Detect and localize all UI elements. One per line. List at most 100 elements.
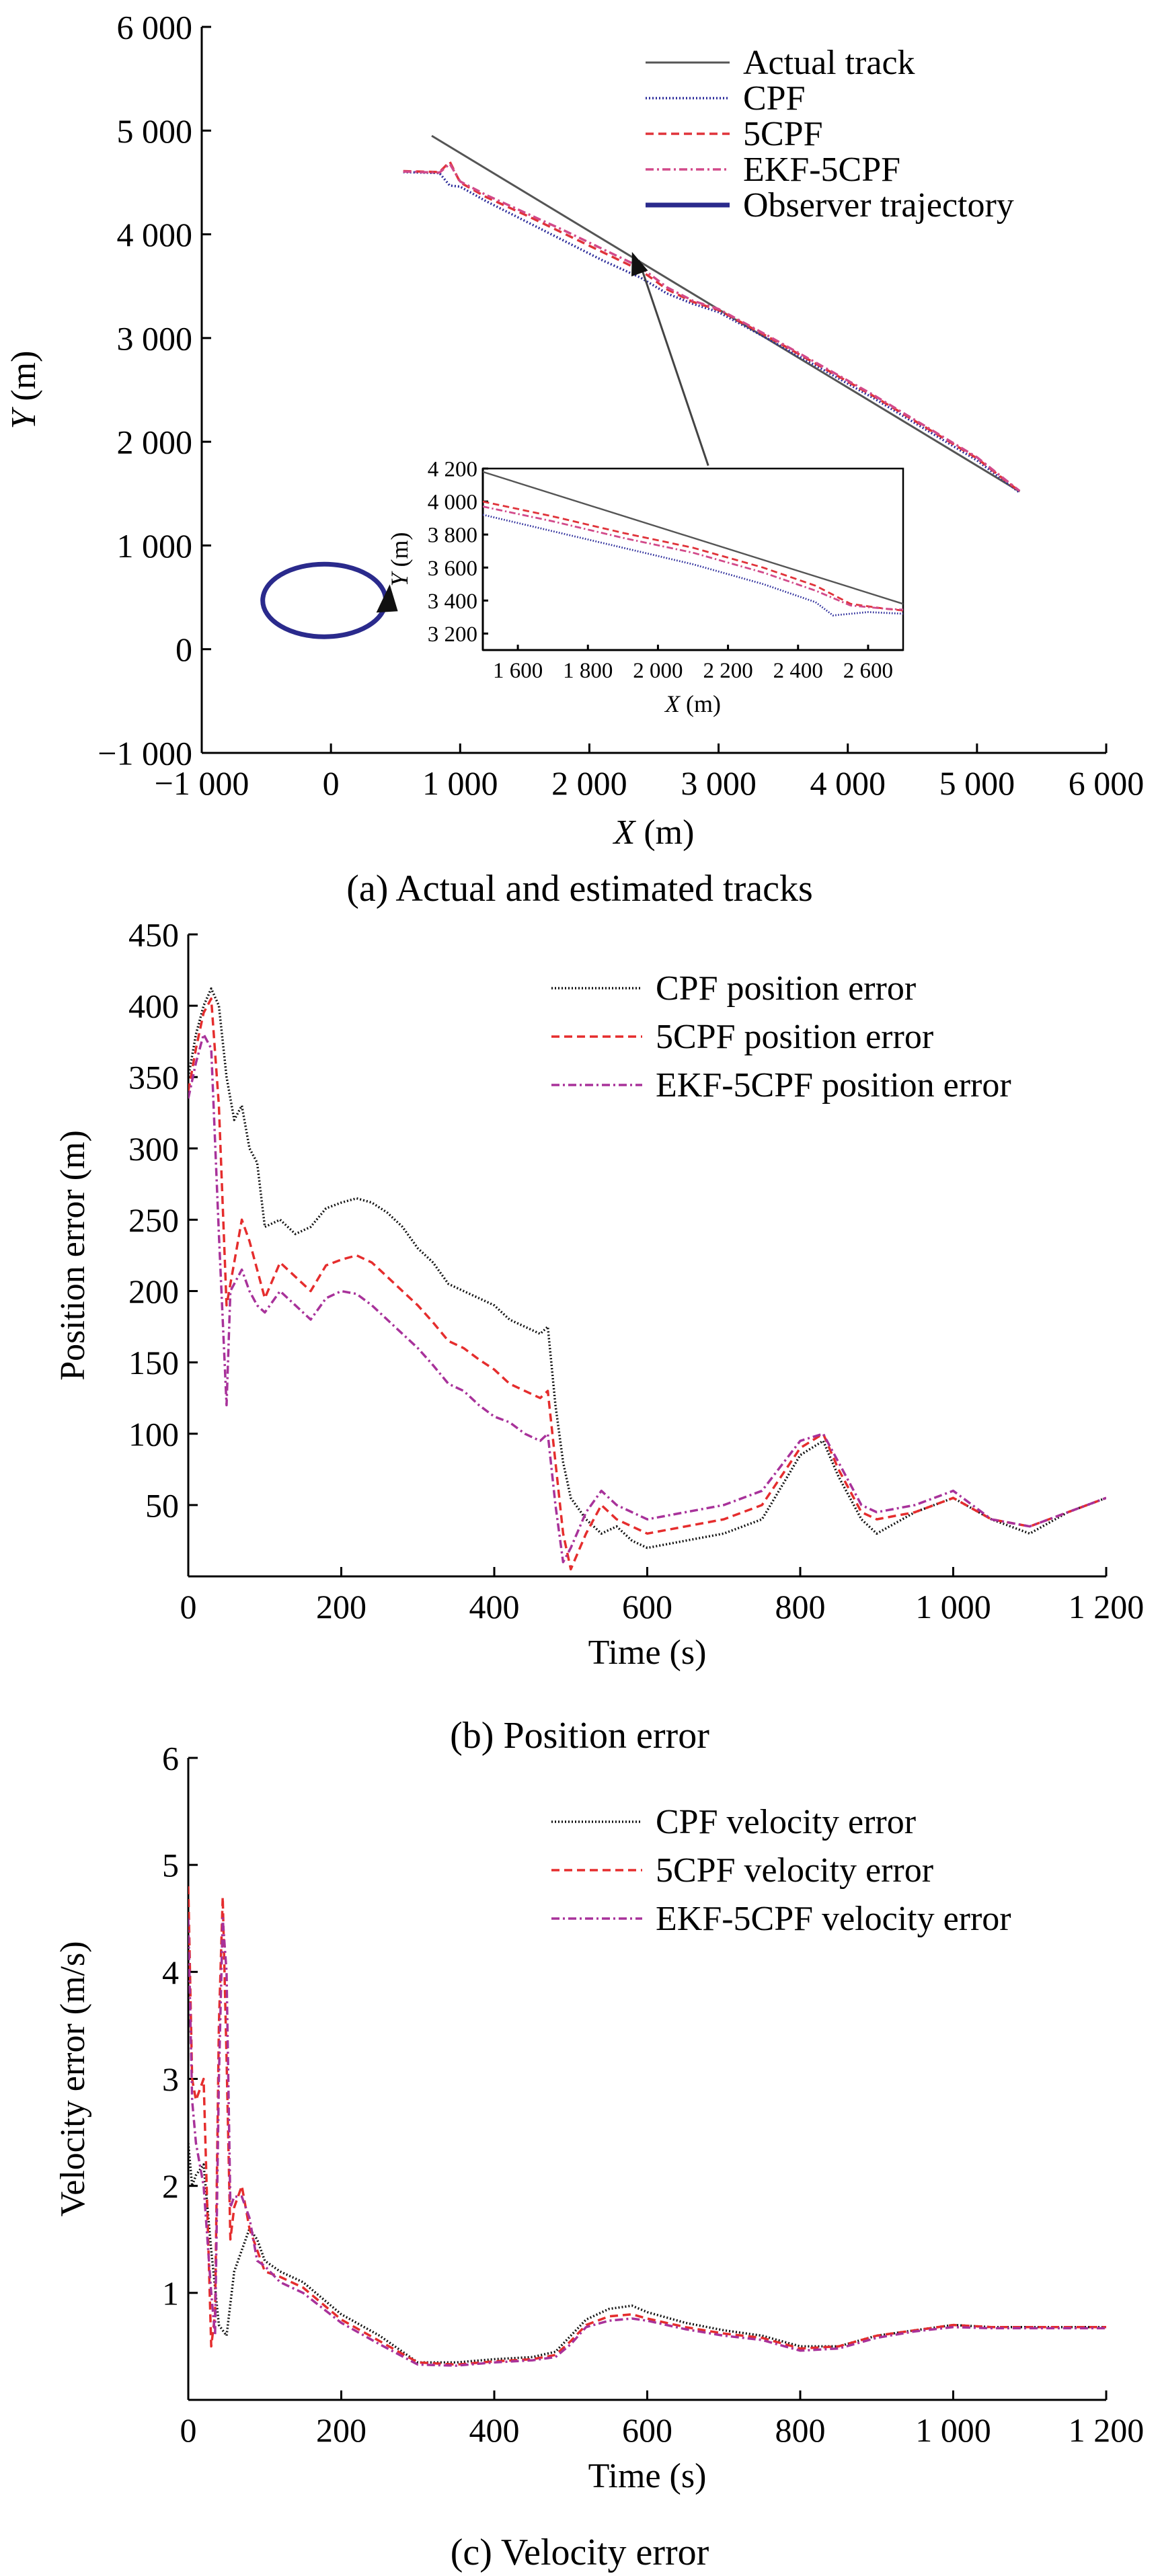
legend-label: EKF-5CPF [743,151,900,189]
y-tick-label: 1 [162,2274,179,2312]
x-axis-var: X [613,813,637,852]
series-line-ekf-5cpf-position-error [188,1033,1106,1564]
chart-panel-b: 0 200 400 600 800 1 000 1 200 50 100 150 200 250 300… [54,916,1144,1757]
y-tick-label: 150 [128,1344,179,1381]
y-tick-label: 100 [128,1415,179,1453]
y-tick-label: 6 000 [117,9,193,46]
y-tick-label: 4 200 [428,458,477,482]
y-tick-label: 4 000 [428,491,477,515]
y-axis-title: Y (m) [5,350,43,429]
legend-label: CPF velocity error [656,1803,916,1841]
x-tick-label: 6 000 [1069,764,1145,802]
x-tick-label: 2 000 [633,659,683,683]
x-tick-label: 2 400 [773,659,823,683]
series-line-5cpf-velocity-error [188,1886,1106,2366]
series-line-ekf-5cpf [483,506,903,611]
series-line-ekf-5cpf-velocity-error [188,1917,1106,2367]
inset-y-title: Y (m) [386,532,413,586]
x-tick-label: 200 [316,1588,366,1625]
y-axis-title: Velocity error (m/s) [54,1941,92,2216]
x-axis-title: Time (s) [588,2457,707,2495]
chart-panel-c: 0 200 400 600 800 1 000 1 200 1 2 3 4 5 6 Time (s) Vel… [54,1740,1144,2574]
x-tick-label: 0 [180,2411,197,2449]
y-tick-label: 50 [145,1486,179,1524]
series-line-ekf-5cpf [403,162,1021,492]
y-tick-label: 3 000 [117,319,193,357]
y-tick-label: 250 [128,1201,179,1239]
x-tick-label: 1 200 [1069,2411,1145,2449]
x-tick-label: 1 200 [1069,1588,1145,1625]
x-tick-label: 1 000 [915,2411,991,2449]
inset-chart: 1 600 1 800 2 000 2 200 2 400 2 600 3 200 3 400… [386,458,904,717]
legend-label: Actual track [743,44,915,82]
x-tick-label: 1 000 [422,764,498,802]
y-tick-label: 200 [128,1273,179,1310]
y-tick-label: −1 000 [98,735,192,772]
x-tick-label: 1 000 [915,1588,991,1625]
x-axis-title: X (m) [613,813,695,852]
legend-label: EKF-5CPF position error [656,1066,1011,1104]
y-tick-label: 3 600 [428,557,477,581]
x-tick-label: 3 000 [681,764,757,802]
y-axis-var: Y [5,407,43,430]
y-tick-label: 2 000 [117,424,193,461]
series-line-cpf-velocity-error [188,2142,1106,2364]
series-line-5cpf-position-error [188,997,1106,1571]
x-tick-label: 2 600 [843,659,893,683]
y-tick-label: 1 000 [117,527,193,565]
observer-trajectory-circle [260,561,389,639]
series-line-5cpf [483,500,903,612]
inset-y-var: Y [386,571,413,587]
x-tick-label: 400 [469,1588,520,1625]
x-tick-label: 1 800 [563,659,613,683]
x-tick-label: 800 [775,1588,826,1625]
legend-label: EKF-5CPF velocity error [656,1900,1011,1938]
x-axis-title: Time (s) [588,1634,707,1672]
inset-x-title: X (m) [664,690,721,717]
y-tick-label: 3 200 [428,622,477,647]
x-tick-label: 0 [180,1588,197,1625]
caption-c: (c) Velocity error [451,2532,709,2573]
x-tick-label: 800 [775,2411,826,2449]
y-tick-label: 350 [128,1059,179,1096]
chart-panel-a: −1 000 0 1 000 2 000 3 000 4 000 5 000 6 000 −1 … [5,9,1144,910]
y-tick-label: 3 800 [428,524,477,548]
x-tick-label: 0 [323,764,340,802]
legend-label: 5CPF velocity error [656,1851,933,1890]
inset-x-unit: (m) [680,690,721,717]
legend-label: 5CPF [743,115,823,153]
direction-arrow-icon [376,584,398,613]
x-tick-label: 600 [622,1588,672,1625]
series-line-actual-track [483,471,903,605]
y-tick-label: 300 [128,1130,179,1168]
caption-b: (b) Position error [450,1715,709,1757]
y-axis-title: Position error (m) [54,1130,92,1381]
x-tick-label: 400 [469,2411,520,2449]
y-tick-label: 400 [128,988,179,1025]
x-tick-label: 2 000 [551,764,627,802]
y-tick-label: 6 [162,1740,179,1777]
inset-x-var: X [664,690,681,717]
y-tick-label: 4 000 [117,216,193,253]
y-tick-label: 5 [162,1847,179,1884]
x-tick-label: 600 [622,2411,672,2449]
x-axis-unit: (m) [635,813,694,852]
x-tick-label: −1 000 [155,764,249,802]
legend-label: Observer trajectory [743,186,1014,225]
x-tick-label: 1 600 [493,659,543,683]
series-line-cpf-position-error [188,987,1106,1549]
x-tick-label: 5 000 [939,764,1015,802]
legend-label: 5CPF position error [656,1018,933,1056]
y-tick-label: 450 [128,916,179,954]
x-tick-label: 2 200 [703,659,752,683]
series-line-cpf [483,514,903,616]
legend-label: CPF [743,79,806,118]
y-tick-label: 4 [162,1954,179,1991]
series-line-5cpf [403,160,1021,493]
y-tick-label: 2 [162,2167,179,2205]
x-tick-label: 200 [316,2411,366,2449]
y-tick-label: 3 400 [428,590,477,614]
y-axis-unit: (m) [5,350,43,409]
zoom-pointer-line [637,259,709,467]
